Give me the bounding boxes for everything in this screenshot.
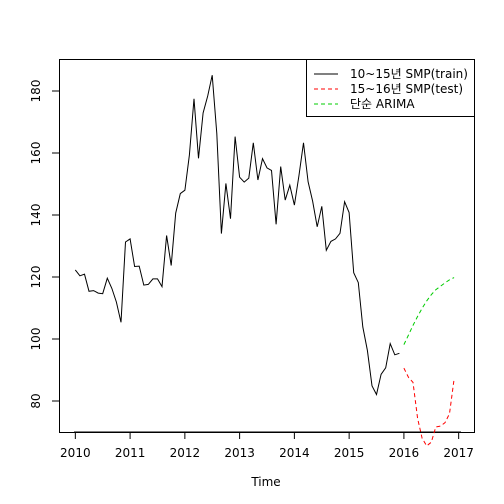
legend-box [306, 59, 475, 117]
y-axis: 80 100 120 140 160 180 [29, 80, 60, 409]
x-tick-label: 2011 [115, 446, 146, 460]
series-line-2 [403, 367, 455, 447]
y-tick-label: 120 [29, 266, 43, 289]
series-line-3 [403, 277, 455, 345]
x-tick-label: 2015 [334, 446, 365, 460]
y-tick-label: 100 [29, 328, 43, 351]
x-tick-label: 2016 [389, 446, 420, 460]
x-tick-label: 2012 [170, 446, 201, 460]
x-tick-label: 2010 [60, 446, 91, 460]
x-axis: 2010 2011 2012 2013 2014 2015 2016 2017 [60, 431, 474, 460]
x-tick-label: 2013 [224, 446, 255, 460]
legend-label-2: 15~16년 SMP(test) [350, 82, 463, 96]
series-line-1 [74, 75, 400, 396]
series-layer [74, 75, 455, 447]
x-axis-title: Time [250, 475, 280, 489]
y-tick-label: 160 [29, 142, 43, 165]
legend-label-1: 10~15년 SMP(train) [350, 67, 468, 81]
y-tick-label: 80 [29, 393, 43, 408]
x-tick-label: 2014 [279, 446, 310, 460]
y-tick-label: 140 [29, 204, 43, 227]
y-tick-label: 180 [29, 80, 43, 103]
legend: 10~15년 SMP(train)15~16년 SMP(test)단순 ARIM… [306, 59, 475, 117]
x-tick-label: 2017 [443, 446, 474, 460]
legend-label-3: 단순 ARIMA [350, 97, 415, 111]
